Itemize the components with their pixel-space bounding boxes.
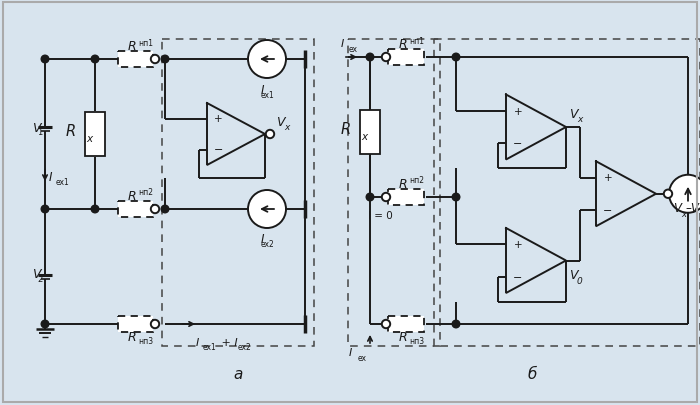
Text: R: R (398, 331, 407, 344)
Text: V: V (32, 268, 41, 281)
Text: I: I (260, 233, 264, 246)
Circle shape (669, 175, 700, 213)
Text: R: R (128, 331, 136, 344)
Text: +: + (214, 114, 223, 124)
Text: 0: 0 (577, 276, 582, 285)
Bar (348, 40, 440, 346)
Text: R: R (398, 38, 407, 51)
Text: нп1: нп1 (409, 36, 424, 45)
Circle shape (161, 56, 169, 64)
Text: ex: ex (358, 354, 367, 362)
Text: ex2: ex2 (261, 240, 274, 249)
Text: +: + (603, 173, 612, 183)
Text: –V: –V (685, 202, 699, 215)
Circle shape (41, 320, 49, 328)
Text: б: б (527, 367, 537, 382)
Text: I = 0: I = 0 (368, 211, 393, 220)
FancyBboxPatch shape (388, 316, 424, 332)
Text: R: R (66, 124, 76, 139)
Text: R: R (398, 178, 407, 191)
Circle shape (366, 194, 374, 201)
Text: V: V (32, 121, 41, 134)
Circle shape (452, 320, 460, 328)
FancyBboxPatch shape (118, 202, 153, 217)
FancyBboxPatch shape (388, 50, 424, 66)
FancyBboxPatch shape (118, 316, 153, 332)
FancyBboxPatch shape (118, 52, 153, 68)
Text: I: I (341, 39, 344, 49)
Text: 2: 2 (37, 275, 42, 284)
Text: ex1: ex1 (56, 178, 70, 187)
Text: нп3: нп3 (139, 337, 153, 345)
Text: x: x (681, 210, 686, 219)
Text: x: x (361, 132, 367, 142)
Text: −: − (513, 139, 523, 149)
Text: нп3: нп3 (409, 337, 424, 345)
Text: x: x (577, 115, 582, 124)
Text: R: R (128, 190, 136, 203)
Circle shape (382, 320, 390, 328)
Circle shape (248, 190, 286, 228)
Text: V: V (569, 269, 577, 281)
Circle shape (41, 56, 49, 64)
Circle shape (266, 130, 274, 139)
Circle shape (150, 205, 159, 214)
Text: ex1: ex1 (261, 90, 274, 99)
Text: −: − (214, 145, 223, 155)
Text: +: + (514, 240, 522, 249)
Text: I: I (349, 347, 352, 357)
Circle shape (161, 206, 169, 213)
Circle shape (150, 320, 159, 328)
Text: ex: ex (349, 45, 358, 54)
Text: I: I (260, 83, 264, 96)
Text: + I: + I (218, 337, 237, 347)
Text: R: R (341, 122, 351, 137)
Text: нп2: нп2 (139, 188, 153, 197)
Circle shape (452, 54, 460, 62)
Text: нп2: нп2 (409, 176, 424, 185)
Text: x: x (284, 123, 289, 132)
Text: x: x (86, 134, 92, 144)
Text: I: I (196, 337, 200, 347)
Text: ex1: ex1 (203, 343, 217, 352)
Circle shape (382, 54, 390, 62)
Text: R: R (128, 40, 136, 53)
Circle shape (366, 54, 374, 62)
Circle shape (91, 206, 99, 213)
Circle shape (664, 190, 672, 198)
Text: нп1: нп1 (139, 38, 153, 47)
Text: I: I (49, 171, 52, 184)
Text: V: V (569, 107, 577, 120)
Circle shape (382, 193, 390, 202)
Text: 1: 1 (37, 128, 42, 137)
Text: а: а (233, 367, 243, 382)
FancyBboxPatch shape (388, 190, 424, 205)
Text: −: − (603, 205, 612, 215)
Circle shape (91, 56, 99, 64)
FancyBboxPatch shape (360, 111, 380, 155)
Circle shape (248, 41, 286, 79)
Circle shape (452, 194, 460, 201)
Text: V: V (276, 116, 284, 129)
FancyBboxPatch shape (85, 113, 105, 157)
Text: −: − (513, 272, 523, 282)
Circle shape (41, 206, 49, 213)
Text: V: V (673, 202, 681, 215)
Text: +: + (514, 107, 522, 117)
Bar (434, 40, 700, 346)
Bar (162, 40, 314, 346)
Text: ex2: ex2 (238, 343, 252, 352)
Circle shape (150, 55, 159, 64)
